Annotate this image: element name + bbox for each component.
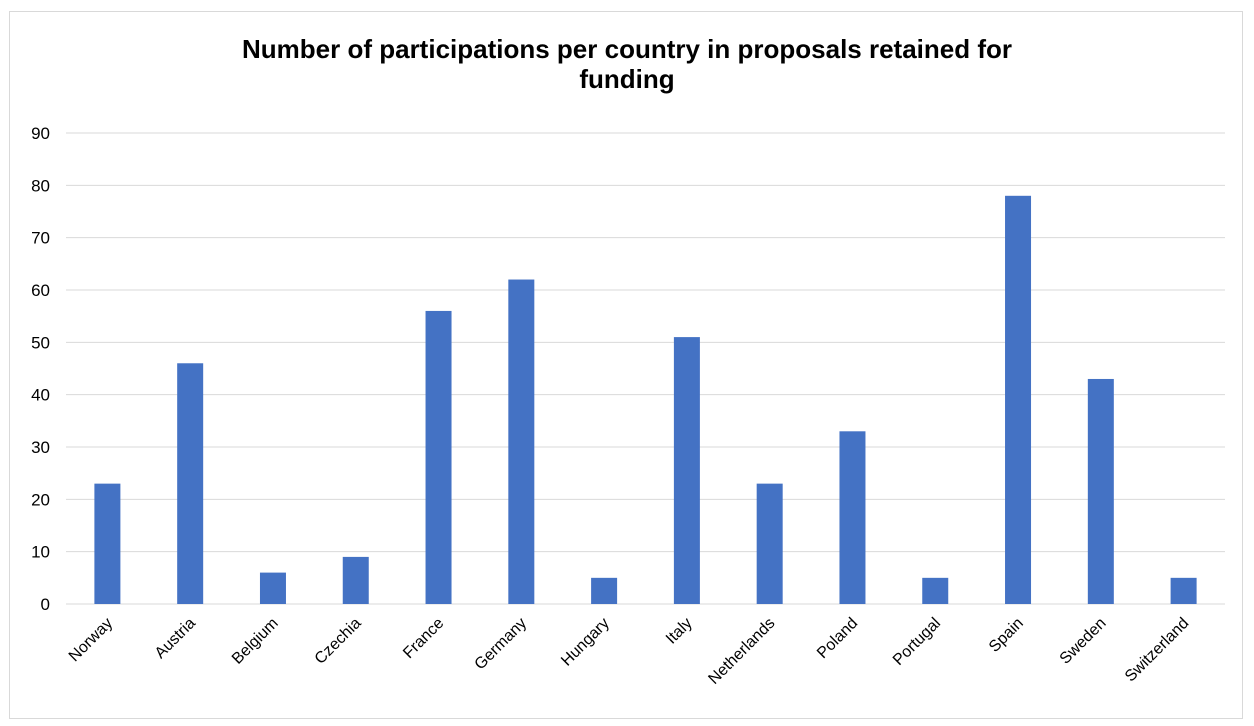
bar-france [425,310,452,604]
y-tick-label: 40 [31,386,50,405]
y-tick-label: 80 [31,176,50,195]
x-tick-label: Italy [663,615,696,648]
bar-portugal [922,577,949,604]
x-tick-label: Sweden [1057,615,1110,668]
x-tick-label: Belgium [229,615,282,668]
bar-czechia [342,556,369,604]
y-tick-label: 70 [31,229,50,248]
x-tick-label: Germany [472,615,531,674]
chart-area [9,11,1243,719]
x-tick-label: Hungary [558,615,613,670]
x-axis-tick-labels: Norway Austria Belgium Czechia France Germany… [66,615,1193,688]
x-tick-label: Austria [152,615,199,662]
y-tick-label: 10 [31,543,50,562]
y-tick-label: 50 [31,333,50,352]
y-tick-label: 20 [31,490,50,509]
bar-netherlands [756,483,783,604]
chart-title-line-1: Number of participations per country in … [242,34,1012,64]
bars [94,195,1197,605]
y-tick-label: 60 [31,281,50,300]
bar-italy [673,337,700,604]
y-tick-label: 90 [31,124,50,143]
x-tick-label: Portugal [890,615,944,669]
x-tick-label: Netherlands [705,615,778,688]
x-tick-label: Norway [66,615,116,665]
bar-sweden [1087,378,1114,604]
gridlines [66,132,1225,605]
bar-switzerland [1170,577,1197,604]
x-tick-label: Spain [986,615,1027,656]
bar-germany [508,279,535,604]
x-tick-label: Poland [814,615,861,662]
bar-norway [94,483,121,604]
chart-title: Number of participations per country in … [0,34,1254,94]
chart-title-line-2: funding [579,64,675,94]
bar-poland [839,431,866,604]
x-tick-label: Switzerland [1122,615,1193,686]
y-axis-tick-labels: 0 10 20 30 40 50 60 70 80 90 [31,124,50,614]
bar-belgium [259,572,286,604]
x-tick-label: France [400,615,447,662]
y-tick-label: 0 [41,595,50,614]
bar-hungary [591,577,618,604]
bar-spain [1005,195,1032,605]
x-tick-label: Czechia [312,615,365,668]
bar-austria [177,363,204,604]
y-tick-label: 30 [31,438,50,457]
